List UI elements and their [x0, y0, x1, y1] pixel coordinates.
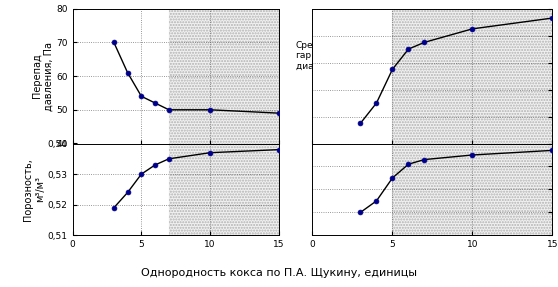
Bar	[392, 144, 552, 235]
Bar	[392, 144, 552, 235]
Y-axis label: Порозность,
м³/м³: Порозность, м³/м³	[23, 158, 45, 221]
Bar	[169, 144, 279, 235]
Bar	[169, 144, 279, 235]
Bar	[169, 9, 279, 144]
Y-axis label: Перепад
давления, Па: Перепад давления, Па	[32, 42, 54, 110]
Bar	[169, 9, 279, 144]
Bar	[392, 9, 552, 144]
Text: Среднe-
гармонический
диаметр, мм: Среднe- гармонический диаметр, мм	[296, 41, 369, 71]
Bar	[392, 9, 552, 144]
Text: Однородность кокса по П.А. Щукину, единицы: Однородность кокса по П.А. Щукину, едини…	[141, 268, 417, 278]
